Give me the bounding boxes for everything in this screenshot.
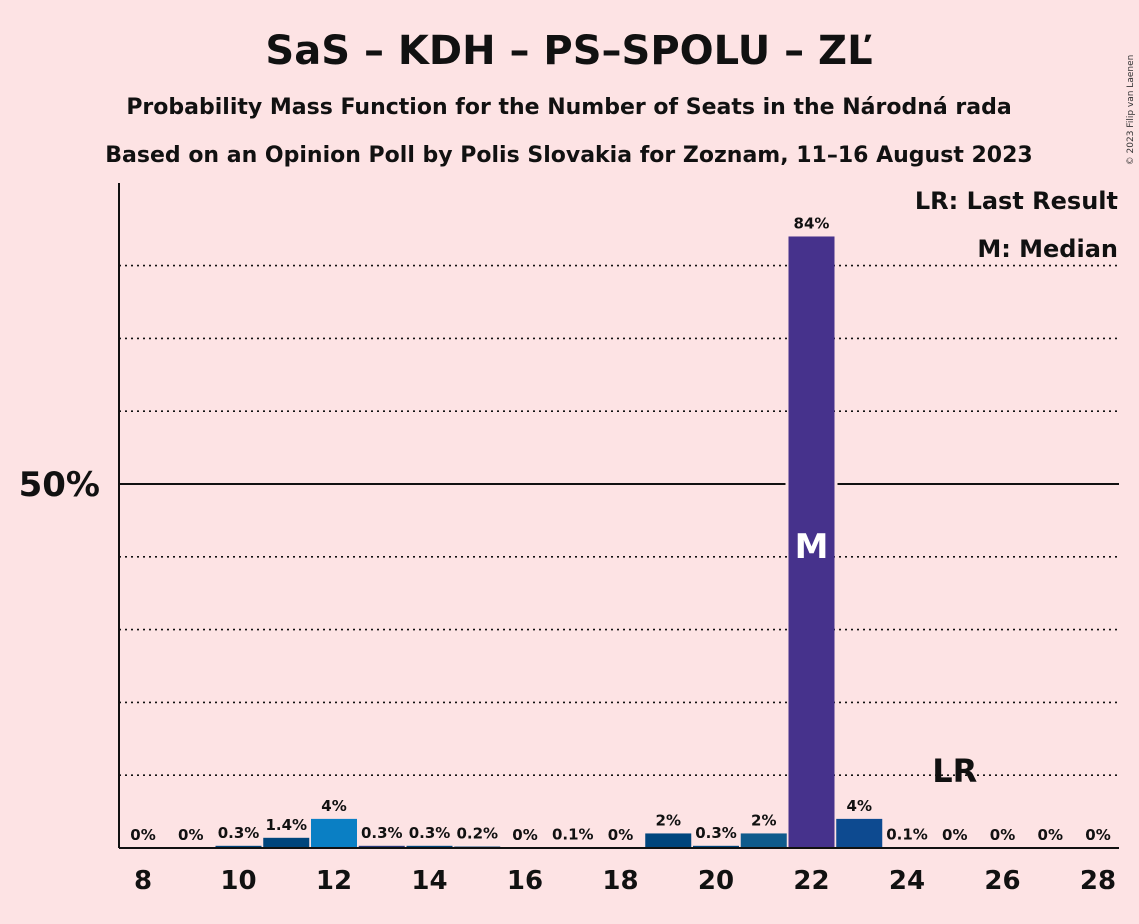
bar-19 <box>645 833 692 848</box>
value-label-16: 0% <box>512 826 537 844</box>
value-label-11: 1.4% <box>265 816 307 834</box>
value-label-21: 2% <box>751 811 776 829</box>
value-label-28: 0% <box>1085 826 1110 844</box>
x-tick-label-16: 16 <box>507 866 543 896</box>
value-label-26: 0% <box>990 826 1015 844</box>
value-label-27: 0% <box>1038 826 1063 844</box>
x-tick-label-26: 26 <box>984 866 1020 896</box>
bar-12 <box>311 818 357 848</box>
bar-13 <box>358 845 405 848</box>
gridlines <box>119 264 1119 777</box>
bar-23 <box>836 818 883 848</box>
value-label-12: 4% <box>321 797 346 815</box>
value-label-10: 0.3% <box>218 824 260 842</box>
x-tick-label-20: 20 <box>698 866 734 896</box>
value-label-13: 0.3% <box>361 824 403 842</box>
value-label-17: 0.1% <box>552 825 594 843</box>
last-result-marker: LR <box>932 752 977 790</box>
value-label-22: 84% <box>794 214 830 232</box>
value-label-19: 2% <box>656 811 681 829</box>
x-tick-label-28: 28 <box>1080 866 1116 896</box>
bar-14 <box>406 845 453 848</box>
value-label-8: 0% <box>130 826 155 844</box>
x-tick-label-24: 24 <box>889 866 925 896</box>
legend-last-result: LR: Last Result <box>915 187 1118 215</box>
x-tick-label-10: 10 <box>220 866 256 896</box>
value-label-23: 4% <box>847 797 872 815</box>
bar-20 <box>693 845 739 848</box>
y-tick-label-50: 50% <box>19 465 100 505</box>
x-tick-label-22: 22 <box>793 866 829 896</box>
x-tick-label-14: 14 <box>411 866 447 896</box>
value-label-14: 0.3% <box>409 824 451 842</box>
chart-subtitle-2: Based on an Opinion Poll by Polis Slovak… <box>105 143 1032 168</box>
chart-title: SaS – KDH – PS–SPOLU – ZĽ <box>265 28 872 74</box>
value-label-24: 0.1% <box>886 825 928 843</box>
chart-subtitle-1: Probability Mass Function for the Number… <box>126 95 1011 120</box>
x-tick-label-8: 8 <box>134 866 152 896</box>
value-labels: 0% 0% 0.3% 1.4% 4% 0.3% 0.3% 0.2% 0% 0.1% 0% 2% 0.3%… <box>130 214 1110 844</box>
value-label-9: 0% <box>178 826 203 844</box>
bars <box>215 236 930 849</box>
value-label-18: 0% <box>608 826 633 844</box>
value-label-25: 0% <box>942 826 967 844</box>
median-marker: M <box>795 527 829 567</box>
bar-11 <box>263 837 310 848</box>
bar-22 <box>788 236 835 849</box>
legend-median: M: Median <box>977 235 1118 263</box>
bar-10 <box>215 845 262 848</box>
value-label-20: 0.3% <box>695 824 737 842</box>
x-tick-label-12: 12 <box>316 866 352 896</box>
bar-21 <box>740 833 787 848</box>
value-label-15: 0.2% <box>456 825 498 843</box>
credit-text: © 2023 Filip van Laenen <box>1126 55 1136 166</box>
x-axis-ticks: 8 10 12 14 16 18 20 22 24 26 28 <box>134 866 1116 896</box>
x-tick-label-18: 18 <box>602 866 638 896</box>
